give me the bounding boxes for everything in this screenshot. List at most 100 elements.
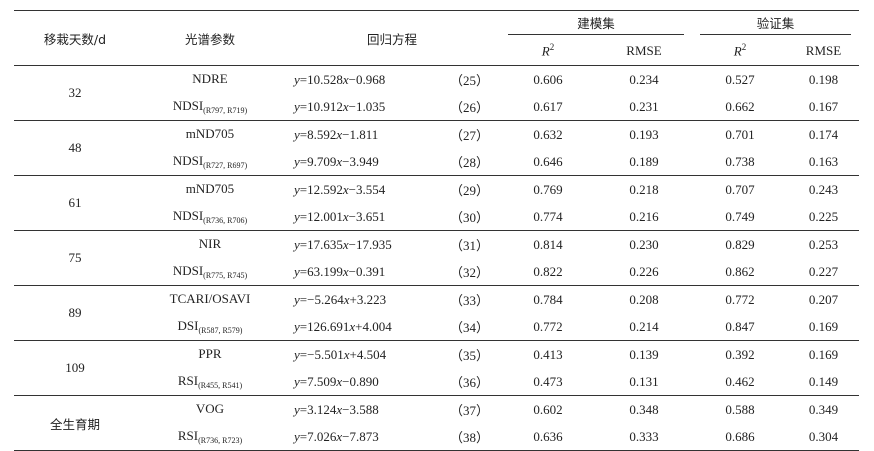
cell-model-r2: 0.617 [533,98,563,114]
cell-valid-r2: 0.588 [725,401,755,417]
cell-equation: y=−5.501x+4.504 [294,346,387,362]
cell-day: 109 [65,360,85,375]
cell-param: NDSI(R727, R697) [172,153,248,170]
cell-model-rmse: 0.193 [629,126,659,142]
cell-valid-r2: 0.862 [725,263,755,279]
cell-eq-number: （29） [450,183,490,198]
cell-param: RSI(R455, R541) [177,373,243,390]
cell-param: NDSI(R775, R745) [172,263,248,280]
table-row: 全生育期 VOG y=3.124x−3.588 （37） 0.602 0.348 0.588… [14,395,859,432]
cell-model-r2: 0.473 [533,373,563,389]
cell-valid-r2: 0.701 [725,126,755,142]
cell-model-r2: 0.606 [533,71,563,87]
cell-model-rmse: 0.208 [629,291,659,307]
cell-param: NDSI(R797, R719) [172,98,248,115]
header-param: 光谱参数 [184,31,235,47]
cell-valid-rmse: 0.243 [808,181,839,197]
cell-day: 48 [68,140,82,155]
cell-valid-r2: 0.686 [725,428,755,444]
cell-eq-number: （37） [450,403,490,418]
cell-valid-rmse: 0.304 [808,428,839,444]
cell-model-rmse: 0.226 [629,263,659,279]
table-row: 89 TCARI/OSAVI y=−5.264x+3.223 （33） 0.784 0.2… [14,285,859,320]
table-row: 109 PPR y=−5.501x+4.504 （35） 0.413 0.139 0.392… [14,340,859,375]
cell-day: 75 [68,250,82,265]
cell-valid-r2: 0.707 [725,181,755,197]
header-model-rmse: RMSE [626,43,662,58]
cell-model-r2: 0.413 [533,346,563,362]
cell-valid-r2: 0.662 [725,98,755,114]
header-model-r2: R2 [541,42,555,59]
cell-param: mND705 [185,181,235,196]
cell-valid-rmse: 0.349 [808,401,839,417]
cell-model-r2: 0.646 [533,153,563,169]
table-row: 48 mND705 y=8.592x−1.811 （27） 0.632 0.193 0.70… [14,120,859,155]
cell-param: RSI(R736, R723) [177,428,243,445]
cell-valid-r2: 0.738 [725,153,755,169]
cell-valid-rmse: 0.169 [808,346,839,362]
header-valid-rmse: RMSE [805,43,842,58]
header-valid-r2: R2 [733,42,747,59]
cell-eq-number: （26） [450,100,490,115]
cell-model-rmse: 0.230 [629,236,659,252]
header-equation: 回归方程 [366,31,417,47]
cell-eq-number: （31） [450,238,490,253]
cell-valid-r2: 0.749 [725,208,755,224]
cell-param: mND705 [185,126,235,141]
cell-equation: y=12.592x−3.554 [294,181,386,197]
cell-valid-rmse: 0.174 [808,126,839,142]
cell-param: VOG [195,401,225,416]
cell-valid-rmse: 0.167 [808,98,839,114]
cell-day: 全生育期 [49,416,100,432]
cell-param: DSI(R587, R579) [177,318,243,335]
cell-equation: y=−5.264x+3.223 [294,291,387,307]
cell-valid-rmse: 0.253 [808,236,839,252]
cell-equation: y=10.912x−1.035 [294,98,386,114]
cell-valid-r2: 0.847 [725,318,755,334]
cell-model-r2: 0.772 [533,318,563,334]
cell-param: NDRE [192,71,228,86]
cell-param: NIR [198,236,222,251]
cell-equation: y=17.635x−17.935 [294,236,392,252]
table-row: RSI(R455, R541) y=7.509x−0.890 （36） 0.473 0.… [14,368,859,396]
cell-eq-number: （38） [450,430,490,445]
cell-model-r2: 0.774 [533,208,563,224]
regression-table: 移栽天数/d 光谱参数 回归方程 建模集 验证集 R2 RMSE R2 RMSE… [14,10,859,451]
cell-eq-number: （27） [450,128,490,143]
cell-equation: y=12.001x−3.651 [294,208,386,224]
cell-model-r2: 0.784 [533,291,563,307]
header-model-set: 建模集 [500,11,692,38]
cell-model-rmse: 0.189 [629,153,659,169]
table-row: NDSI(R736, R706) y=12.001x−3.651 （30） 0.774… [14,203,859,231]
cell-valid-rmse: 0.163 [808,153,839,169]
cell-valid-r2: 0.829 [725,236,755,252]
cell-model-rmse: 0.218 [629,181,659,197]
cell-model-rmse: 0.216 [629,208,659,224]
header-days: 移栽天数/d [43,31,107,47]
cell-equation: y=8.592x−1.811 [294,126,379,142]
cell-equation: y=10.528x−0.968 [294,71,386,87]
cell-eq-number: （35） [450,348,490,363]
cell-equation: y=3.124x−3.588 [294,401,379,417]
cell-model-rmse: 0.348 [629,401,659,417]
cell-equation: y=63.199x−0.391 [294,263,386,279]
table-body: 32 NDRE y=10.528x−0.968 （25） 0.606 0.234 0.527… [14,65,859,451]
cell-param: TCARI/OSAVI [169,291,251,306]
table-row: 61 mND705 y=12.592x−3.554 （29） 0.769 0.218 0.7… [14,175,859,210]
cell-eq-number: （34） [450,320,490,335]
cell-eq-number: （28） [450,155,490,170]
table-row: NDSI(R775, R745) y=63.199x−0.391 （32） 0.822… [14,258,859,286]
table-row: NDSI(R727, R697) y=9.709x−3.949 （28） 0.646 0… [14,148,859,176]
table-row: 75 NIR y=17.635x−17.935 （31） 0.814 0.230 0.829… [14,230,859,265]
cell-model-rmse: 0.139 [629,346,659,362]
cell-model-r2: 0.769 [533,181,563,197]
cell-model-rmse: 0.131 [629,373,659,389]
cell-equation: y=9.709x−3.949 [294,153,379,169]
header-validation-set: 验证集 [692,11,859,38]
cell-model-r2: 0.822 [533,263,563,279]
cell-valid-rmse: 0.207 [808,291,839,307]
cell-eq-number: （36） [450,375,490,390]
cell-model-rmse: 0.333 [629,428,659,444]
cell-day: 89 [68,305,82,320]
cell-valid-rmse: 0.225 [808,208,839,224]
